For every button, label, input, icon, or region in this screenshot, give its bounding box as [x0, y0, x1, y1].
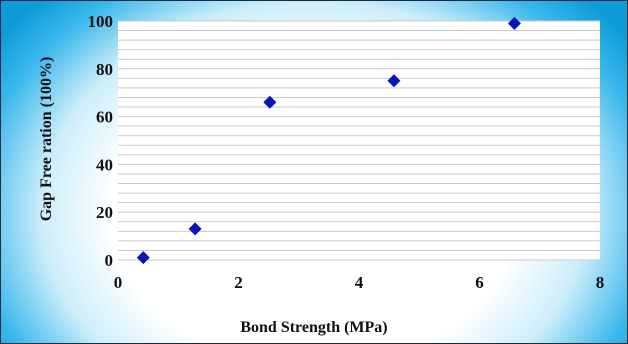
plot-area — [118, 21, 600, 260]
data-points — [136, 16, 521, 265]
y-tick-label: 80 — [96, 60, 113, 79]
y-tick-label: 20 — [96, 203, 113, 222]
x-axis-title: Bond Strength (MPa) — [240, 319, 387, 336]
y-axis-title: Gap Free ration (100%) — [38, 57, 55, 222]
x-tick-label: 8 — [596, 273, 605, 292]
data-point — [387, 74, 401, 88]
y-tick-label: 60 — [96, 108, 113, 127]
gridlines — [118, 20, 600, 261]
x-tick-label: 4 — [355, 273, 364, 292]
x-tick-label: 6 — [475, 273, 484, 292]
data-point — [188, 222, 202, 236]
x-tick-label: 0 — [114, 273, 123, 292]
data-point — [507, 16, 521, 30]
plot-background — [118, 21, 600, 260]
data-point — [263, 95, 277, 109]
data-point — [136, 251, 150, 265]
y-tick-label: 40 — [96, 155, 113, 174]
x-tick-label: 2 — [234, 273, 243, 292]
x-tick-labels: 0 2 4 6 8 — [114, 273, 605, 292]
y-tick-labels: 0 20 40 60 80 100 — [88, 12, 114, 270]
y-tick-label: 100 — [88, 12, 114, 31]
y-tick-label: 0 — [105, 251, 114, 270]
